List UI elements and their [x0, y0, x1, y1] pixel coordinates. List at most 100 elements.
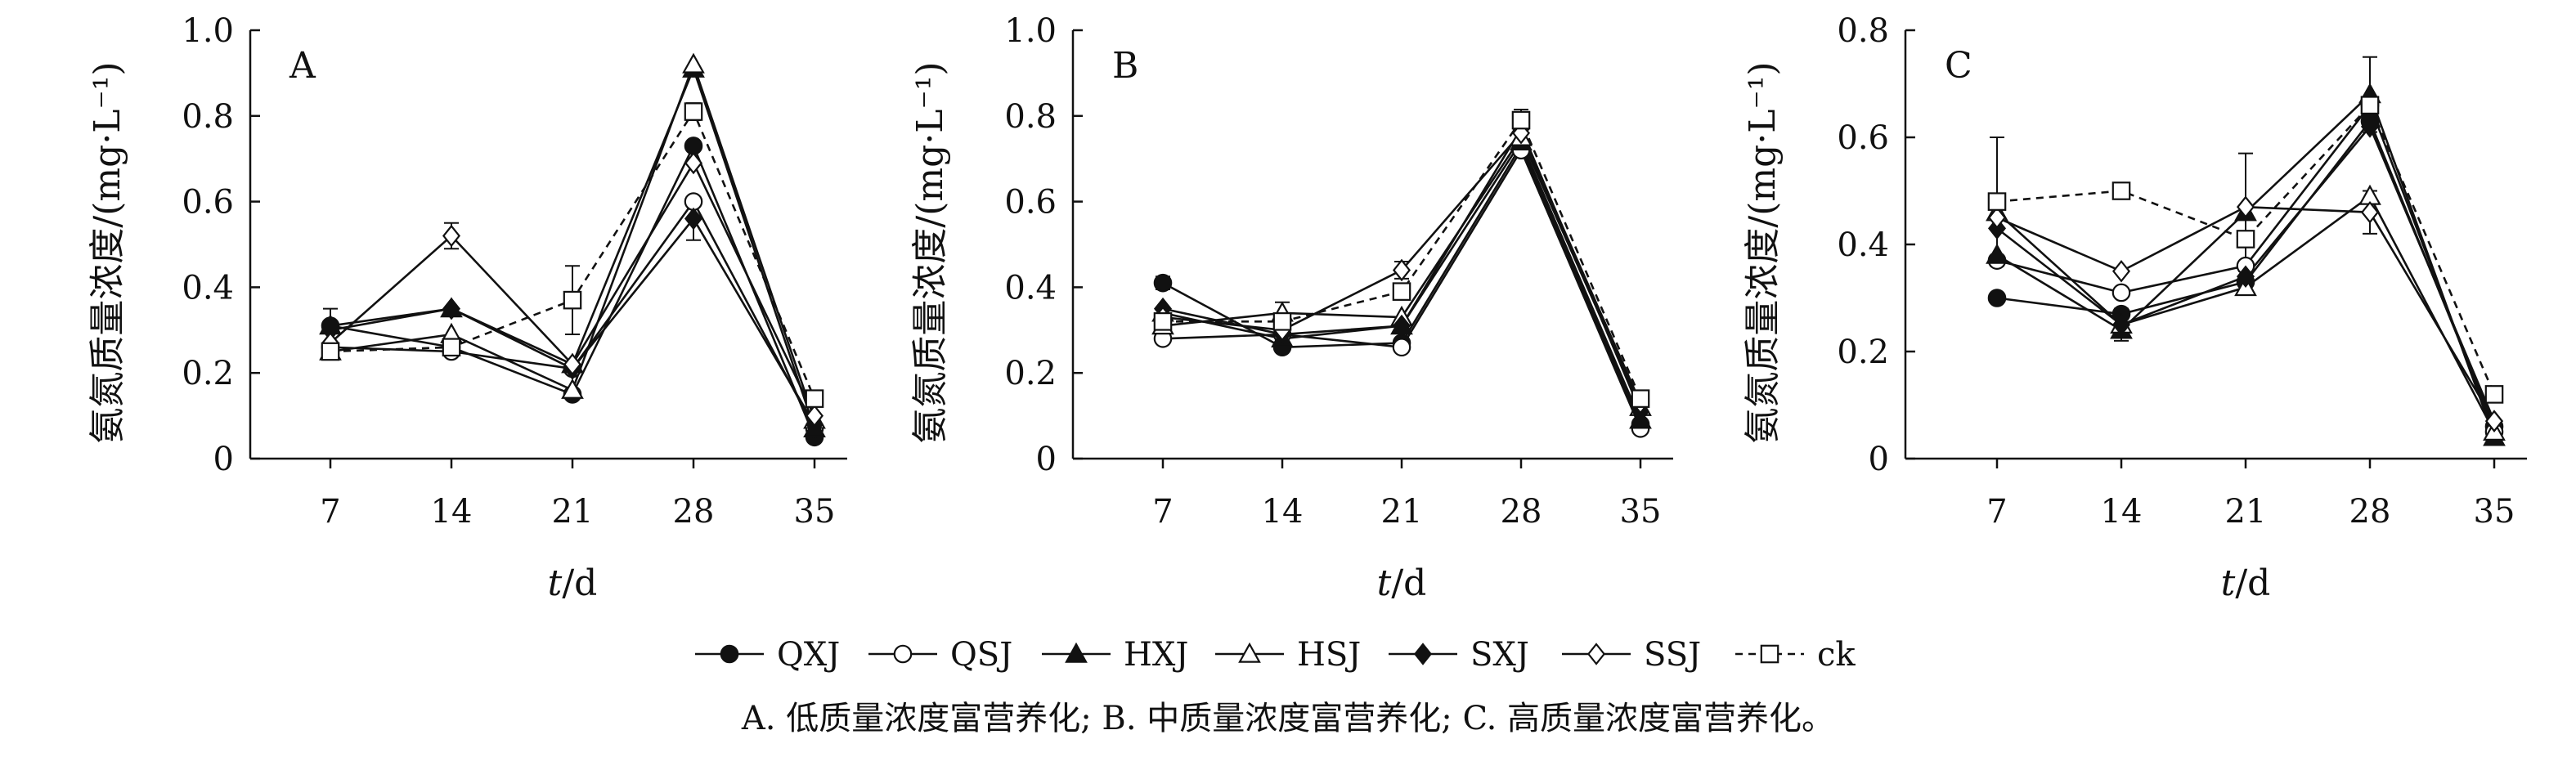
legend-label: HSJ [1297, 636, 1361, 674]
data-point-SXJ [684, 207, 703, 231]
series-line-ck [1996, 103, 2496, 395]
y-axis-label: 氨氮质量浓度/(mg·L⁻¹) [909, 61, 951, 443]
y-axis-label: 氨氮质量浓度/(mg·L⁻¹) [1742, 61, 1784, 443]
legend-marker [1413, 643, 1433, 665]
legend: QXJ QSJ HXJ HSJ SXJ SSJ ck [695, 636, 1856, 674]
x-tick-label: 14 [2101, 493, 2143, 531]
legend-item-QSJ: QSJ [868, 636, 1012, 674]
legend-label: SXJ [1470, 636, 1529, 674]
x-tick-label: 35 [794, 493, 836, 531]
x-tick-label: 21 [1381, 493, 1423, 531]
y-tick-label: 0.8 [182, 98, 234, 136]
data-point-ck [1392, 282, 1411, 301]
data-point-QSJ [684, 192, 703, 211]
data-point-ck [2112, 181, 2131, 200]
x-tick-label: 35 [1620, 493, 1662, 531]
y-tick-label: 1.0 [182, 12, 234, 50]
legend-label: QSJ [950, 636, 1012, 674]
data-point-ck [1153, 312, 1173, 331]
data-point-SSJ [442, 224, 461, 248]
x-tick-label: 7 [320, 493, 340, 531]
x-tick-label: 28 [673, 493, 715, 531]
data-point-SSJ [1511, 121, 1531, 145]
data-point-SSJ [805, 404, 824, 428]
legend-label: SSJ [1644, 636, 1701, 674]
y-tick-label: 0 [1869, 441, 1889, 478]
y-tick-label: 0.4 [182, 269, 234, 307]
legend-item-QXJ: QXJ [695, 636, 840, 674]
legend-item-SSJ: SSJ [1562, 636, 1701, 674]
data-point-QXJ [684, 137, 703, 155]
legend-marker [720, 644, 739, 664]
x-tick-label: 21 [552, 493, 594, 531]
data-point-SSJ [563, 352, 582, 376]
y-tick-label: 0 [1036, 441, 1057, 478]
legend-item-ck: ck [1735, 636, 1856, 674]
x-tick-label: 14 [1262, 493, 1304, 531]
data-point-QSJ [2112, 283, 2131, 302]
data-point-SSJ [684, 151, 703, 175]
y-tick-label: 1.0 [1004, 12, 1057, 50]
data-point-ck [2484, 385, 2504, 404]
chart-panels: 0 0.2 0.4 0.6 0.8 1.0 7 14 21 28 35 A 氨氮质量浓度/(mg·L⁻¹… [87, 12, 2527, 604]
data-point-SSJ [2236, 195, 2255, 218]
data-point-SXJ [1392, 314, 1411, 338]
y-tick-label: 0.2 [182, 355, 234, 392]
data-point-ck [1511, 110, 1531, 130]
data-point-ck [805, 389, 824, 408]
panel-C: 0 0.2 0.4 0.6 0.8 7 14 21 28 35 C 氨氮质量浓度/(mg·L⁻¹) t/… [1742, 12, 2527, 604]
y-tick-label: 0.8 [1837, 12, 1889, 50]
y-tick-label: 0.8 [1004, 98, 1057, 136]
y-tick-label: 0.2 [1004, 355, 1057, 392]
legend-item-SXJ: SXJ [1389, 636, 1529, 674]
panel-B: 0 0.2 0.4 0.6 0.8 1.0 7 14 21 28 35 B 氨氮质量浓度/(mg·L⁻¹… [909, 12, 1673, 604]
x-axis-label: t/d [2221, 562, 2271, 604]
data-point-ck [1631, 389, 1650, 408]
data-point-SXJ [2360, 115, 2380, 138]
y-tick-label: 0.2 [1837, 334, 1889, 371]
panel-label: B [1112, 45, 1138, 87]
legend-item-HXJ: HXJ [1042, 636, 1188, 674]
y-tick-label: 0.6 [182, 184, 234, 222]
x-tick-label: 28 [2349, 493, 2391, 531]
data-point-SSJ [2484, 410, 2504, 432]
x-tick-label: 7 [1986, 493, 2007, 531]
y-tick-label: 0.6 [1004, 184, 1057, 222]
data-point-ck [321, 342, 340, 361]
legend-label: ck [1817, 636, 1856, 674]
data-point-HSJ [561, 378, 584, 399]
data-point-QSJ [1392, 338, 1411, 357]
legend-marker [893, 644, 913, 664]
data-point-SXJ [2236, 265, 2255, 289]
data-point-SXJ [442, 297, 461, 320]
data-point-QXJ [1987, 289, 2007, 307]
legend-marker [1760, 644, 1779, 664]
x-tick-label: 7 [1152, 493, 1173, 531]
data-point-SSJ [1392, 258, 1411, 282]
y-tick-label: 0 [213, 441, 234, 478]
data-point-ck [2236, 230, 2255, 249]
legend-item-HSJ: HSJ [1215, 636, 1361, 674]
data-point-ck [442, 338, 461, 357]
panel-label: C [1945, 45, 1972, 87]
data-point-SSJ [1987, 206, 2007, 230]
data-point-ck [684, 102, 703, 121]
data-point-SSJ [2360, 200, 2380, 224]
x-tick-label: 28 [1501, 493, 1542, 531]
data-point-ck [1272, 312, 1292, 331]
panel-label: A [289, 45, 316, 87]
data-point-HXJ [1986, 243, 2008, 264]
data-point-ck [563, 290, 582, 310]
data-point-SSJ [2112, 259, 2131, 283]
legend-marker [1065, 642, 1088, 663]
y-tick-label: 0.4 [1837, 226, 1889, 264]
x-axis-label: t/d [1377, 562, 1427, 604]
y-tick-label: 0.6 [1837, 119, 1889, 157]
legend-marker [1238, 642, 1261, 663]
figure-caption: A. 低质量浓度富营养化; B. 中质量浓度富营养化; C. 高质量浓度富营养化… [741, 700, 1835, 737]
y-tick-label: 0.4 [1004, 269, 1057, 307]
data-point-SXJ [2112, 313, 2131, 337]
data-point-QXJ [1153, 273, 1173, 293]
legend-marker [1586, 643, 1606, 665]
